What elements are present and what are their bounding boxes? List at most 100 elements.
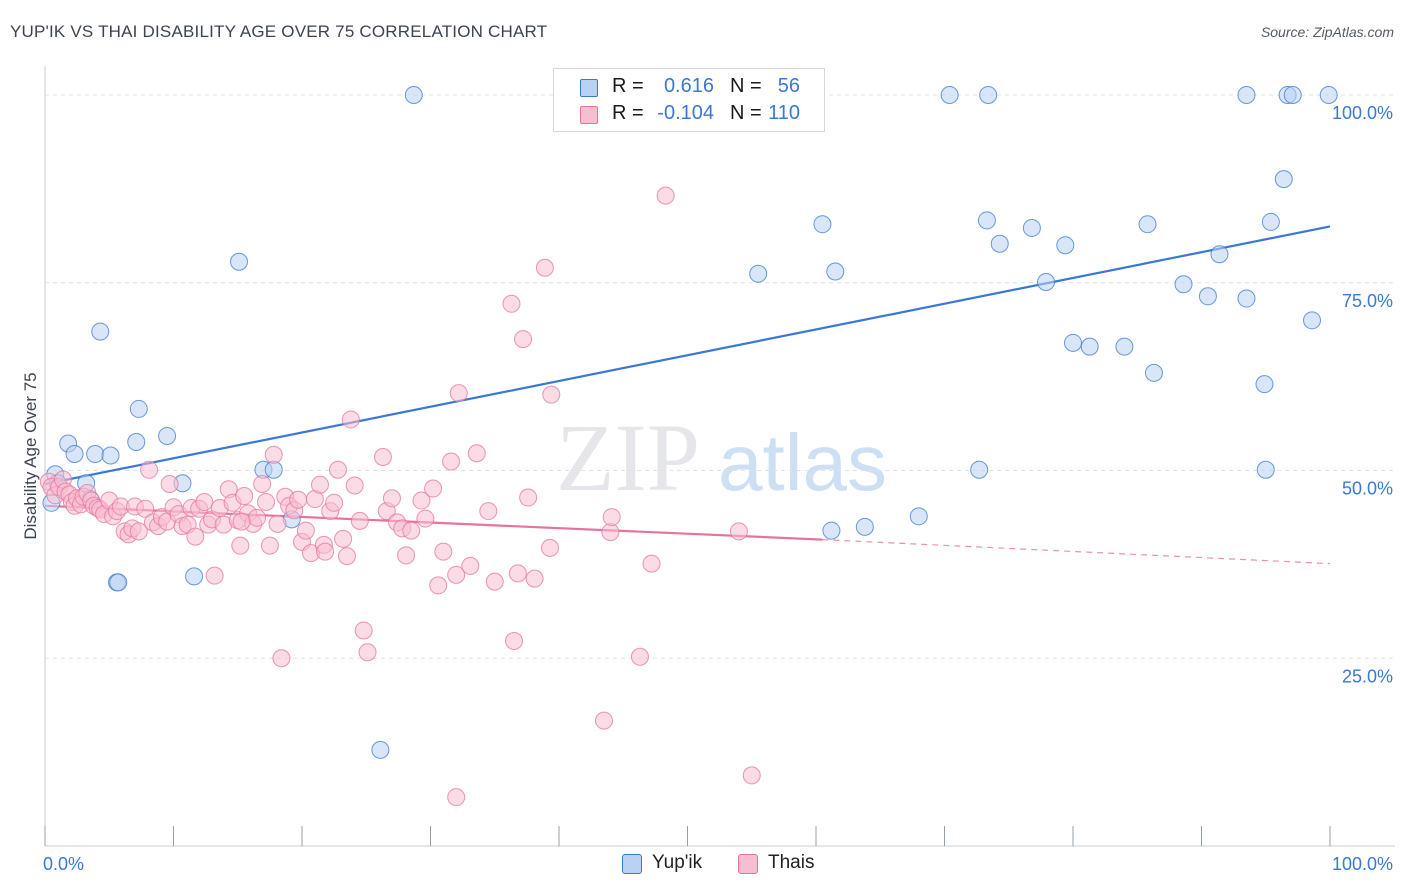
data-point-yupik [65,444,84,463]
data-point-yupik [826,262,845,281]
data-point-thais [345,476,364,495]
data-point-thais [485,572,504,591]
data-point-yupik [1080,337,1099,356]
data-point-yupik [158,426,177,445]
series-legend: Yup'ik Thais [0,850,1406,880]
chart-source: Source: ZipAtlas.com [1260,24,1394,40]
data-point-thais [260,536,279,555]
data-point-yupik [1237,86,1256,105]
data-point-thais [334,529,353,548]
data-point-thais [630,647,649,666]
data-point-thais [742,766,761,785]
data-point-thais [447,565,466,584]
data-point-thais [434,542,453,561]
data-point-thais [205,566,224,585]
data-point-thais [350,511,369,530]
data-point-thais [519,488,538,507]
data-point-thais [642,554,661,573]
data-point-thais [541,538,560,557]
trend-line-thais-extension [822,539,1331,565]
legend-n-label: N = [730,75,762,97]
data-point-yupik [1255,375,1274,394]
data-point-thais [535,258,554,277]
data-point-thais [525,569,544,588]
data-point-yupik [813,215,832,234]
legend-r-value: -0.104 [657,102,714,124]
data-point-thais [373,447,392,466]
data-point-yupik [940,86,959,105]
data-point-thais [337,547,356,566]
data-point-yupik [1319,86,1338,105]
data-point-yupik [91,322,110,341]
data-point-thais [310,475,329,494]
data-point-yupik [404,86,423,105]
data-point-thais [447,788,466,807]
axes [44,66,1395,847]
data-point-thais [264,445,283,464]
legend-swatch-thais [580,106,598,124]
data-point-thais [442,452,461,471]
data-point-thais [594,711,613,730]
data-point-yupik [970,460,989,479]
watermark-atlas: atlas [718,418,887,507]
data-point-thais [429,576,448,595]
data-point-thais [316,542,335,561]
data-point-yupik [1064,333,1082,352]
data-point-yupik [185,567,204,586]
data-point-yupik [109,573,128,592]
data-point-thais [354,621,373,640]
watermark-zip: ZIP [556,404,700,511]
legend-row-thais: R = -0.104 N = 110 [554,100,824,128]
data-point-thais [461,556,480,575]
series-swatch-yupik [622,854,642,874]
data-point-yupik [1283,86,1302,105]
data-point-thais [136,499,155,518]
data-point-yupik [230,252,249,271]
data-point-yupik [990,234,1009,253]
chart-title: YUP'IK VS THAI DISABILITY AGE OVER 75 CO… [10,22,548,41]
data-point-yupik [1037,273,1056,292]
data-point-yupik [1198,287,1217,306]
data-point-thais [160,475,179,494]
data-point-yupik [909,507,928,526]
data-point-thais [186,527,205,546]
data-point-thais [602,508,621,527]
data-point-yupik [1303,311,1322,330]
data-point-yupik [1174,275,1193,294]
data-point-yupik [1256,460,1275,479]
data-point-yupik [855,517,874,536]
data-point-yupik [264,460,283,479]
data-point-thais [729,522,748,541]
data-point-thais [449,384,468,403]
data-point-thais [479,502,498,521]
data-point-yupik [822,521,841,540]
data-point-thais [424,479,443,498]
data-point-thais [467,444,486,463]
data-point-thais [328,460,347,479]
data-point-thais [358,643,377,662]
data-point-thais [296,521,315,540]
data-point-thais [412,491,431,510]
data-point-thais [505,631,524,650]
data-points [39,86,1338,807]
series-label-yupik: Yup'ik [652,852,703,873]
data-point-yupik [1022,218,1041,237]
legend-n-label: N = [730,102,762,124]
legend-r-label: R = [612,102,644,124]
data-point-thais [656,186,675,205]
y-tick-label: 50.0% [1342,479,1393,499]
data-point-thais [325,493,344,512]
x-tick-label: 100.0% [1332,854,1393,874]
data-point-thais [140,460,159,479]
data-point-yupik [749,264,768,283]
data-point-thais [382,489,401,508]
data-point-thais [232,512,251,531]
data-point-thais [514,330,533,349]
data-point-thais [289,490,308,509]
data-point-thais [248,508,267,527]
data-point-yupik [1138,215,1157,234]
data-point-thais [508,564,527,583]
trend-line-yupik [44,225,1331,486]
data-point-thais [195,493,214,512]
